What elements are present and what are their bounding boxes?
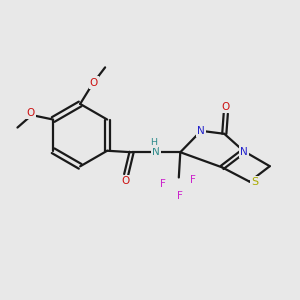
- Text: F: F: [177, 191, 183, 201]
- Text: F: F: [190, 175, 196, 185]
- Text: H: H: [150, 138, 157, 147]
- Text: S: S: [251, 177, 259, 187]
- Text: O: O: [121, 176, 129, 186]
- Text: F: F: [160, 179, 166, 189]
- Text: N: N: [152, 147, 160, 157]
- Text: N: N: [240, 147, 248, 157]
- Text: O: O: [26, 108, 35, 118]
- Text: O: O: [90, 77, 98, 88]
- Text: O: O: [222, 102, 230, 112]
- Text: N: N: [197, 126, 205, 136]
